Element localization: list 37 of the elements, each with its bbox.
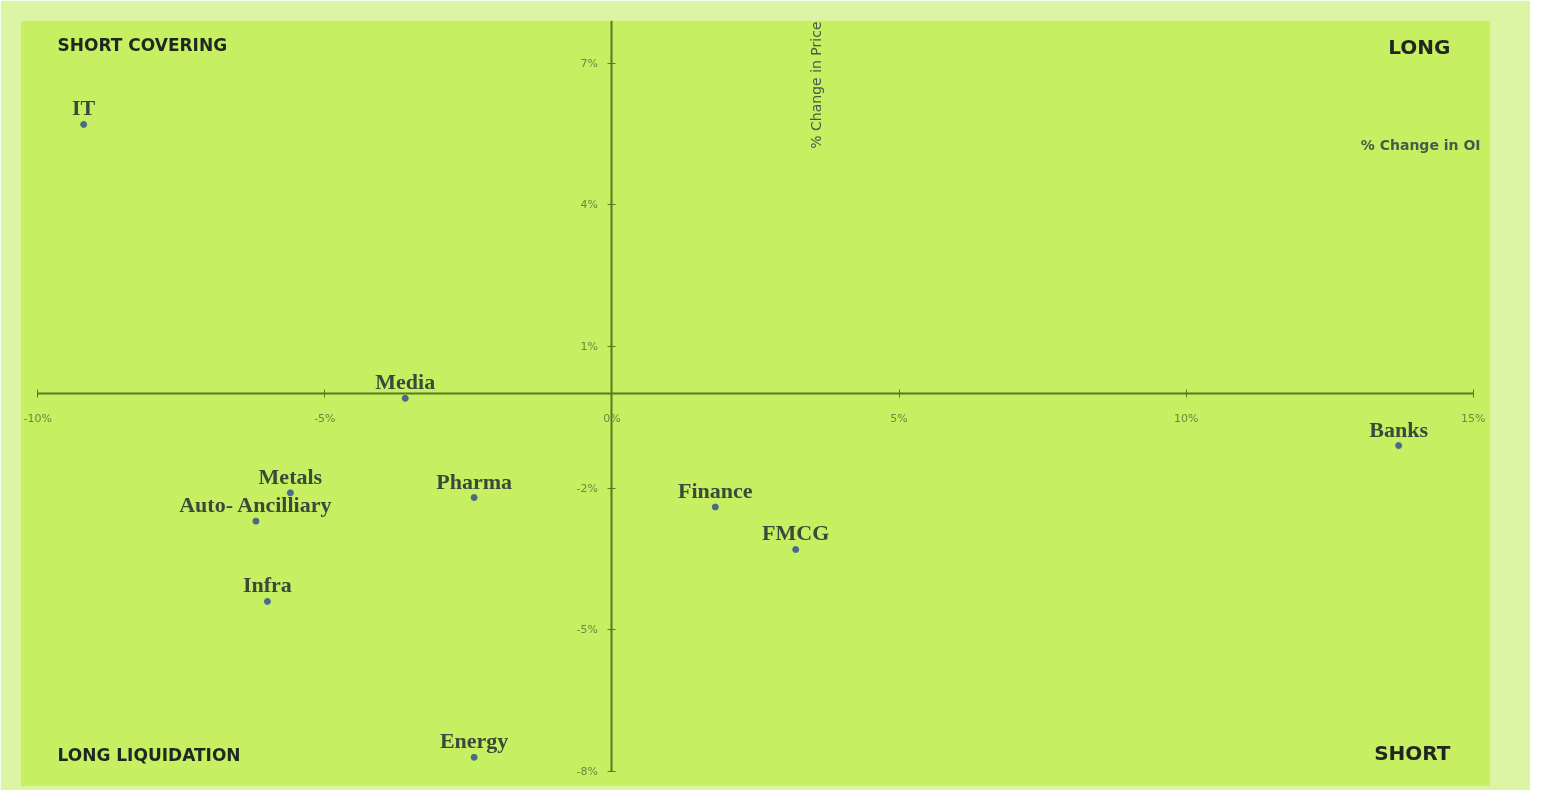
x-axis-title: % Change in OI — [1360, 136, 1481, 153]
y-tick-label: 7% — [580, 56, 598, 70]
y-axis-title: % Change in Price — [807, 21, 824, 149]
point — [470, 494, 478, 502]
point — [263, 597, 271, 605]
annotation: LONG — [1388, 34, 1451, 59]
series-label: Auto- Ancilliary — [179, 492, 332, 518]
x-tick-label: 15% — [1461, 411, 1486, 425]
y-tick-label: -8% — [576, 764, 598, 778]
point — [1395, 442, 1403, 450]
series-label: Infra — [242, 572, 292, 598]
point — [470, 753, 478, 761]
series-label: Media — [375, 369, 436, 395]
y-tick-label: 1% — [580, 339, 598, 353]
annotation: LONG LIQUIDATION — [57, 744, 241, 765]
annotation: SHORT — [1374, 740, 1451, 765]
series-label: Banks — [1369, 416, 1429, 442]
x-tick-label: -10% — [23, 411, 52, 425]
x-tick-label: 5% — [890, 411, 908, 425]
series-label: Metals — [258, 463, 323, 489]
x-tick-label: -5% — [314, 411, 336, 425]
point — [711, 503, 719, 511]
point — [792, 546, 800, 553]
y-tick-label: 4% — [580, 198, 598, 212]
point — [80, 120, 88, 128]
point — [401, 394, 409, 402]
series-label: Pharma — [436, 468, 513, 494]
annotation: SHORT COVERING — [57, 34, 228, 55]
x-tick-label: 10% — [1173, 411, 1199, 425]
series-label: Energy — [439, 728, 509, 754]
series-label: IT — [72, 95, 96, 121]
series-label: Finance — [678, 477, 753, 503]
y-tick-label: -5% — [576, 623, 598, 637]
point — [286, 489, 294, 497]
y-tick-label: -2% — [576, 481, 598, 495]
series-label: FMCG — [762, 520, 830, 546]
point — [252, 517, 260, 525]
